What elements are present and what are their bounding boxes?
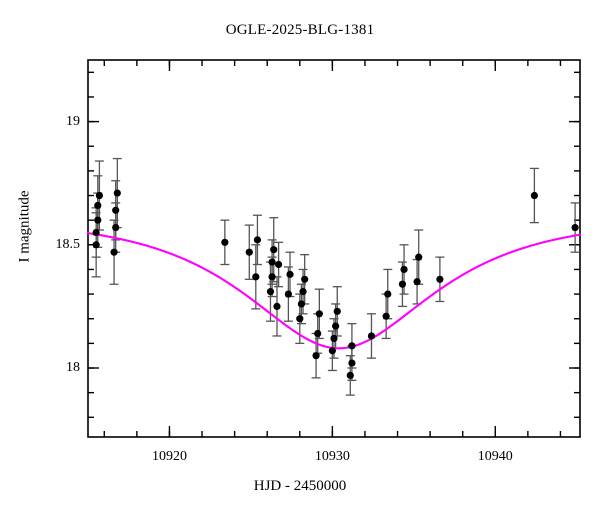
data-point (112, 206, 120, 214)
data-point (245, 248, 253, 256)
x-axis-label: HJD - 2450000 (253, 478, 347, 494)
data-point (110, 248, 118, 256)
data-point (275, 260, 283, 269)
data-point (273, 302, 281, 311)
data-point (301, 275, 309, 283)
data-point (268, 258, 276, 266)
x-tick-label: 10920 (151, 449, 187, 464)
data-point (286, 270, 294, 278)
data-point (398, 280, 407, 288)
data-point (113, 189, 121, 197)
y-tick-label: 18 (66, 360, 80, 375)
data-points-layer (92, 189, 579, 379)
plot-frame (87, 59, 581, 438)
data-point (333, 307, 341, 315)
data-point (284, 290, 292, 298)
y-tick-label: 18.5 (55, 236, 81, 252)
data-point (315, 310, 323, 318)
data-point (332, 322, 340, 330)
x-tick-label: 10940 (477, 449, 513, 464)
data-point (253, 236, 262, 244)
data-point (348, 359, 356, 367)
data-point (384, 290, 392, 298)
data-point (95, 191, 104, 200)
data-point (252, 273, 260, 281)
data-point (266, 288, 275, 296)
y-tick-label: 19 (66, 113, 80, 129)
data-point (400, 265, 408, 274)
data-point (328, 347, 336, 355)
data-point (346, 371, 354, 379)
data-point (415, 253, 423, 261)
data-point (436, 275, 444, 283)
page-title: OGLE-2025-BLG-1381 (225, 22, 375, 38)
data-point (413, 278, 421, 286)
x-tick-label: 10930 (314, 449, 350, 464)
data-point (348, 342, 356, 350)
data-point (92, 228, 100, 237)
data-point (112, 223, 120, 232)
data-point (312, 352, 320, 360)
data-point (94, 216, 102, 224)
data-point (297, 300, 306, 308)
errorbar-layer (91, 157, 580, 396)
data-point (314, 329, 322, 338)
data-point (268, 273, 276, 281)
data-point (571, 223, 579, 232)
data-point (330, 334, 338, 343)
data-point (382, 312, 390, 320)
data-point (530, 191, 538, 200)
data-point (94, 201, 102, 209)
data-point (92, 241, 100, 249)
data-point (367, 332, 376, 340)
data-point (299, 288, 307, 296)
data-point (296, 315, 304, 323)
axis-ticks (88, 60, 580, 437)
data-point (221, 238, 229, 246)
data-point (270, 246, 278, 254)
